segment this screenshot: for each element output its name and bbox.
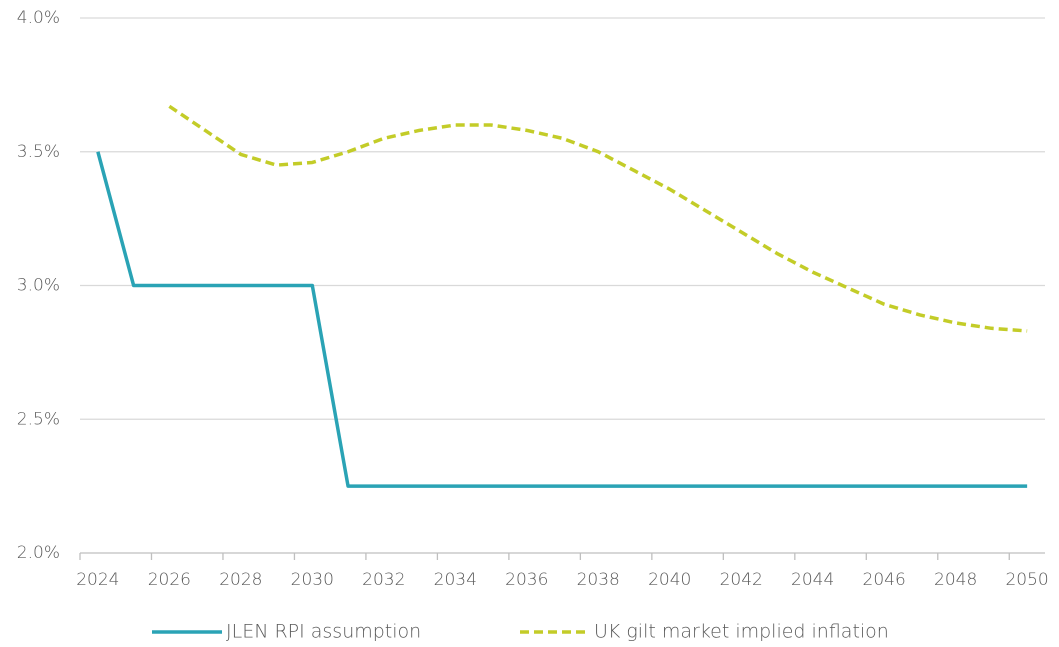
x-tick-label: 2030 [291, 570, 334, 590]
series-line [96, 151, 1028, 488]
x-tick-label: 2036 [505, 570, 548, 590]
x-tick-label: 2034 [434, 570, 477, 590]
x-tick-label: 2046 [863, 570, 906, 590]
x-tick-label: 2038 [577, 570, 620, 590]
y-tick-label: 2.0% [17, 543, 60, 563]
y-tick-label: 2.5% [17, 409, 60, 429]
x-tick-label: 2048 [934, 570, 977, 590]
x-tick-label: 2040 [648, 570, 691, 590]
x-tick-label: 2044 [791, 570, 834, 590]
legend-label: UK gilt market implied inflation [594, 621, 889, 643]
y-tick-label: 3.0% [17, 276, 60, 296]
x-tick-label: 2028 [219, 570, 262, 590]
y-tick-label: 3.5% [17, 142, 60, 162]
y-tick-label: 4.0% [17, 8, 60, 28]
x-tick-label: 2032 [362, 570, 405, 590]
x-tick-label: 2042 [720, 570, 763, 590]
x-tick-label: 2026 [148, 570, 191, 590]
x-tick-label: 2050 [1005, 570, 1048, 590]
legend-label: JLEN RPI assumption [226, 621, 421, 643]
series-line [168, 104, 1028, 333]
x-tick-label: 2024 [76, 570, 119, 590]
